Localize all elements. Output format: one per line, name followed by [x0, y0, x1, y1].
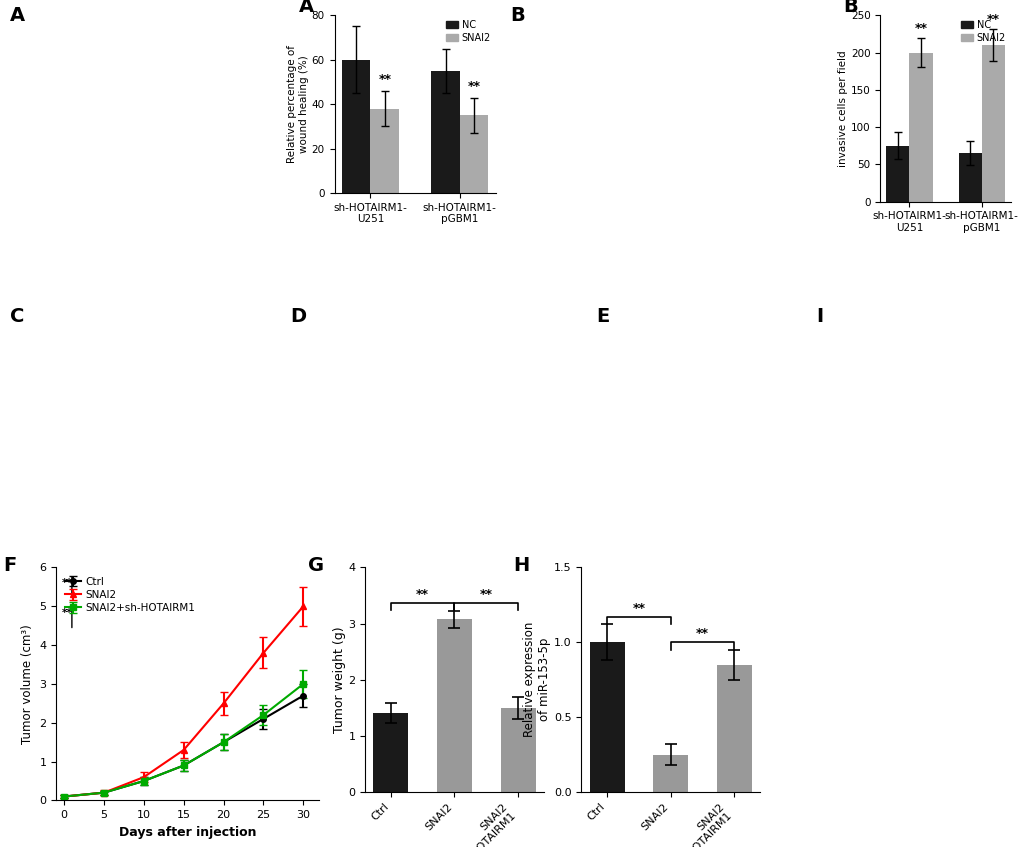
- Legend: NC, SNAI2: NC, SNAI2: [445, 20, 490, 43]
- Text: **: **: [479, 588, 492, 601]
- Bar: [652, 755, 688, 792]
- Text: D: D: [290, 307, 307, 326]
- Bar: [373, 713, 408, 792]
- Bar: [460, 115, 488, 193]
- Legend: Ctrl, SNAI2, SNAI2+sh-HOTAIRM1: Ctrl, SNAI2, SNAI2+sh-HOTAIRM1: [61, 573, 199, 617]
- Y-axis label: Tumor volume (cm³): Tumor volume (cm³): [20, 624, 34, 744]
- Bar: [909, 53, 931, 202]
- Text: **: **: [61, 608, 72, 618]
- Bar: [500, 708, 535, 792]
- Y-axis label: Tumor weight (g): Tumor weight (g): [332, 627, 345, 733]
- Text: G: G: [308, 556, 324, 575]
- Text: B: B: [510, 6, 524, 25]
- Text: **: **: [416, 588, 429, 601]
- Bar: [886, 146, 909, 202]
- Text: **: **: [695, 627, 708, 640]
- Y-axis label: Relative percentage of
wound healing (%): Relative percentage of wound healing (%): [287, 45, 309, 163]
- Text: **: **: [632, 601, 645, 615]
- Text: I: I: [815, 307, 822, 326]
- Bar: [980, 45, 1004, 202]
- Text: C: C: [10, 307, 24, 326]
- Text: H: H: [514, 556, 529, 575]
- Text: **: **: [985, 14, 999, 26]
- Bar: [589, 642, 624, 792]
- Text: E: E: [596, 307, 609, 326]
- Text: A: A: [10, 6, 25, 25]
- Legend: NC, SNAI2: NC, SNAI2: [960, 20, 1005, 43]
- Text: **: **: [467, 80, 480, 93]
- Y-axis label: Relative expression
of miR-153-5p: Relative expression of miR-153-5p: [523, 622, 550, 738]
- Bar: [431, 71, 460, 193]
- Text: **: **: [378, 74, 391, 86]
- Text: B: B: [843, 0, 858, 15]
- Bar: [958, 153, 980, 202]
- Bar: [370, 108, 398, 193]
- Text: **: **: [61, 579, 72, 588]
- Bar: [716, 665, 751, 792]
- Bar: [341, 59, 370, 193]
- Text: F: F: [3, 556, 16, 575]
- X-axis label: Days after injection: Days after injection: [119, 826, 256, 839]
- Text: **: **: [914, 22, 926, 36]
- Text: A: A: [299, 0, 314, 16]
- Bar: [436, 619, 472, 792]
- Y-axis label: invasive cells per field: invasive cells per field: [838, 50, 847, 167]
